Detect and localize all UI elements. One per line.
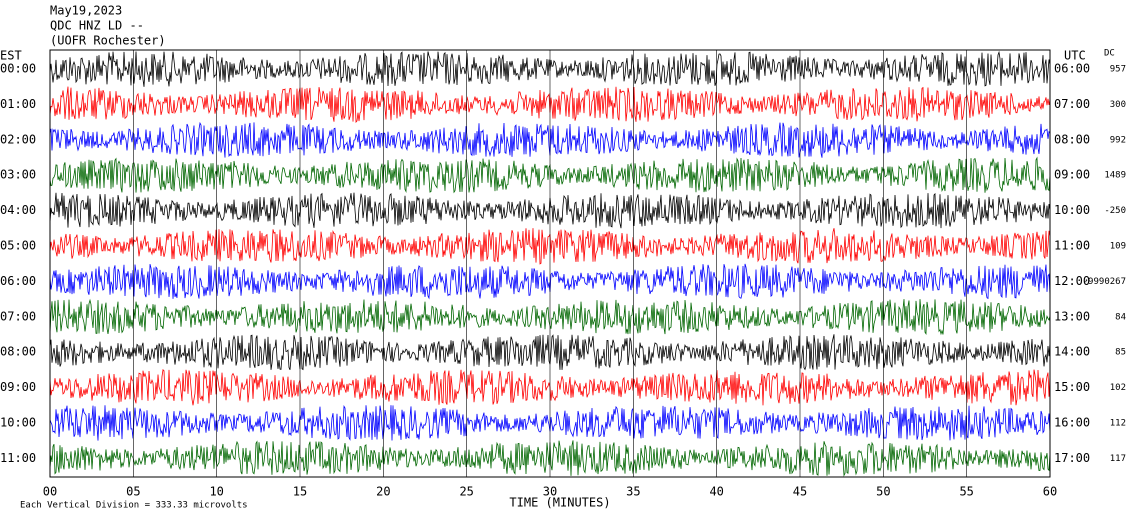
footer: Each Vertical Division = 333.33 microvol… [20, 501, 248, 511]
left-time-label: 03:00 [0, 168, 36, 182]
left-time-label: 08:00 [0, 345, 36, 359]
dc-value: 85 [1115, 348, 1126, 358]
left-time-label: 09:00 [0, 380, 36, 394]
dc-value: 300 [1110, 100, 1126, 110]
right-time-label: 08:00 [1054, 132, 1090, 146]
x-tick-label: 50 [876, 485, 890, 499]
x-tick-label: 05 [126, 485, 140, 499]
dc-value: 102 [1110, 383, 1126, 393]
left-time-label: 01:00 [0, 97, 36, 111]
x-tick-label: 15 [293, 485, 307, 499]
header-line: May19,2023 [50, 4, 122, 18]
x-tick-label: 20 [376, 485, 390, 499]
right-time-label: 13:00 [1054, 309, 1090, 323]
x-label: TIME (MINUTES) [509, 496, 610, 510]
left-time-label: 10:00 [0, 416, 36, 430]
header-line: (UOFR Rochester) [50, 34, 166, 48]
dc-value: 992 [1110, 135, 1126, 145]
dc-value: 117 [1110, 454, 1126, 464]
x-tick-label: 35 [626, 485, 640, 499]
x-tick-label: 45 [793, 485, 807, 499]
dc-value: -250 [1104, 206, 1126, 216]
dc-value: 957 [1110, 65, 1126, 75]
left-time-label: 04:00 [0, 203, 36, 217]
x-tick-label: 60 [1043, 485, 1057, 499]
right-time-label: 10:00 [1054, 203, 1090, 217]
x-tick-label: 55 [959, 485, 973, 499]
right-time-label: 06:00 [1054, 62, 1090, 76]
left-title: EST [0, 49, 22, 63]
x-tick-label: 30 [543, 485, 557, 499]
right-time-label: 17:00 [1054, 451, 1090, 465]
left-time-label: 06:00 [0, 274, 36, 288]
right-time-label: 12:00 [1054, 274, 1090, 288]
left-time-label: 02:00 [0, 132, 36, 146]
dc-value: 112 [1110, 419, 1126, 429]
x-tick-label: 40 [709, 485, 723, 499]
dc-value: -9990267 [1083, 277, 1126, 287]
left-time-label: 07:00 [0, 309, 36, 323]
right-title: UTC [1064, 49, 1086, 63]
dc-value: 84 [1115, 312, 1126, 322]
dc-title: DC [1104, 49, 1115, 59]
right-time-label: 07:00 [1054, 97, 1090, 111]
right-time-label: 15:00 [1054, 380, 1090, 394]
x-tick-label: 25 [459, 485, 473, 499]
dc-value: 109 [1110, 242, 1126, 252]
x-tick-label: 10 [209, 485, 223, 499]
x-tick-label: 00 [43, 485, 57, 499]
header-line: QDC HNZ LD -- [50, 19, 144, 33]
right-time-label: 16:00 [1054, 416, 1090, 430]
right-time-label: 11:00 [1054, 239, 1090, 253]
left-time-label: 11:00 [0, 451, 36, 465]
left-time-label: 05:00 [0, 239, 36, 253]
dc-value: 1489 [1104, 171, 1126, 181]
right-time-label: 09:00 [1054, 168, 1090, 182]
left-time-label: 00:00 [0, 62, 36, 76]
right-time-label: 14:00 [1054, 345, 1090, 359]
